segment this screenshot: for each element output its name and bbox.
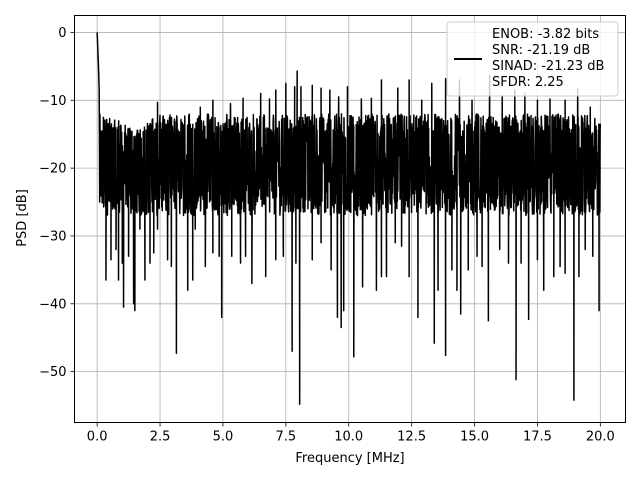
y-tick-label: −40	[39, 297, 66, 312]
x-tick-label: 7.5	[275, 430, 296, 445]
series-line	[96, 32, 602, 405]
x-tick-label: 2.5	[150, 430, 171, 445]
y-tick-label: −30	[39, 229, 66, 244]
y-tick-label: −50	[39, 365, 66, 380]
y-tick-label: 0	[58, 26, 66, 41]
legend-box	[446, 21, 619, 97]
legend-line: SNR: -21.19 dB	[492, 43, 590, 58]
x-tick-label: 10.0	[334, 430, 363, 445]
ticks: 0.0 2.5 5.0 7.5 10.0 12.5 15.0 17.5 20.0 0 −10 −20 −…	[39, 26, 615, 445]
x-axis-label: Frequency [MHz]	[295, 451, 404, 466]
legend: ENOB: -3.82 bits SNR: -21.19 dB SINAD: -21…	[446, 21, 619, 97]
plot-frame	[74, 15, 626, 423]
legend-line: SINAD: -21.23 dB	[492, 59, 604, 74]
x-tick-label: 20.0	[586, 430, 615, 445]
x-tick-label: 17.5	[523, 430, 552, 445]
x-tick-label: 0.0	[87, 430, 108, 445]
x-tick-label: 12.5	[397, 430, 426, 445]
y-axis-label: PSD [dB]	[15, 189, 30, 247]
x-tick-label: 5.0	[213, 430, 234, 445]
x-tick-label: 15.0	[460, 430, 489, 445]
series-layer	[96, 32, 602, 405]
y-tick-label: −10	[39, 94, 66, 109]
y-tick-label: −20	[39, 162, 66, 177]
legend-line: SFDR: 2.25	[492, 75, 564, 90]
legend-line: ENOB: -3.82 bits	[492, 27, 599, 42]
legend-label: ENOB: -3.82 bits SNR: -21.19 dB SINAD: -21…	[492, 27, 604, 90]
